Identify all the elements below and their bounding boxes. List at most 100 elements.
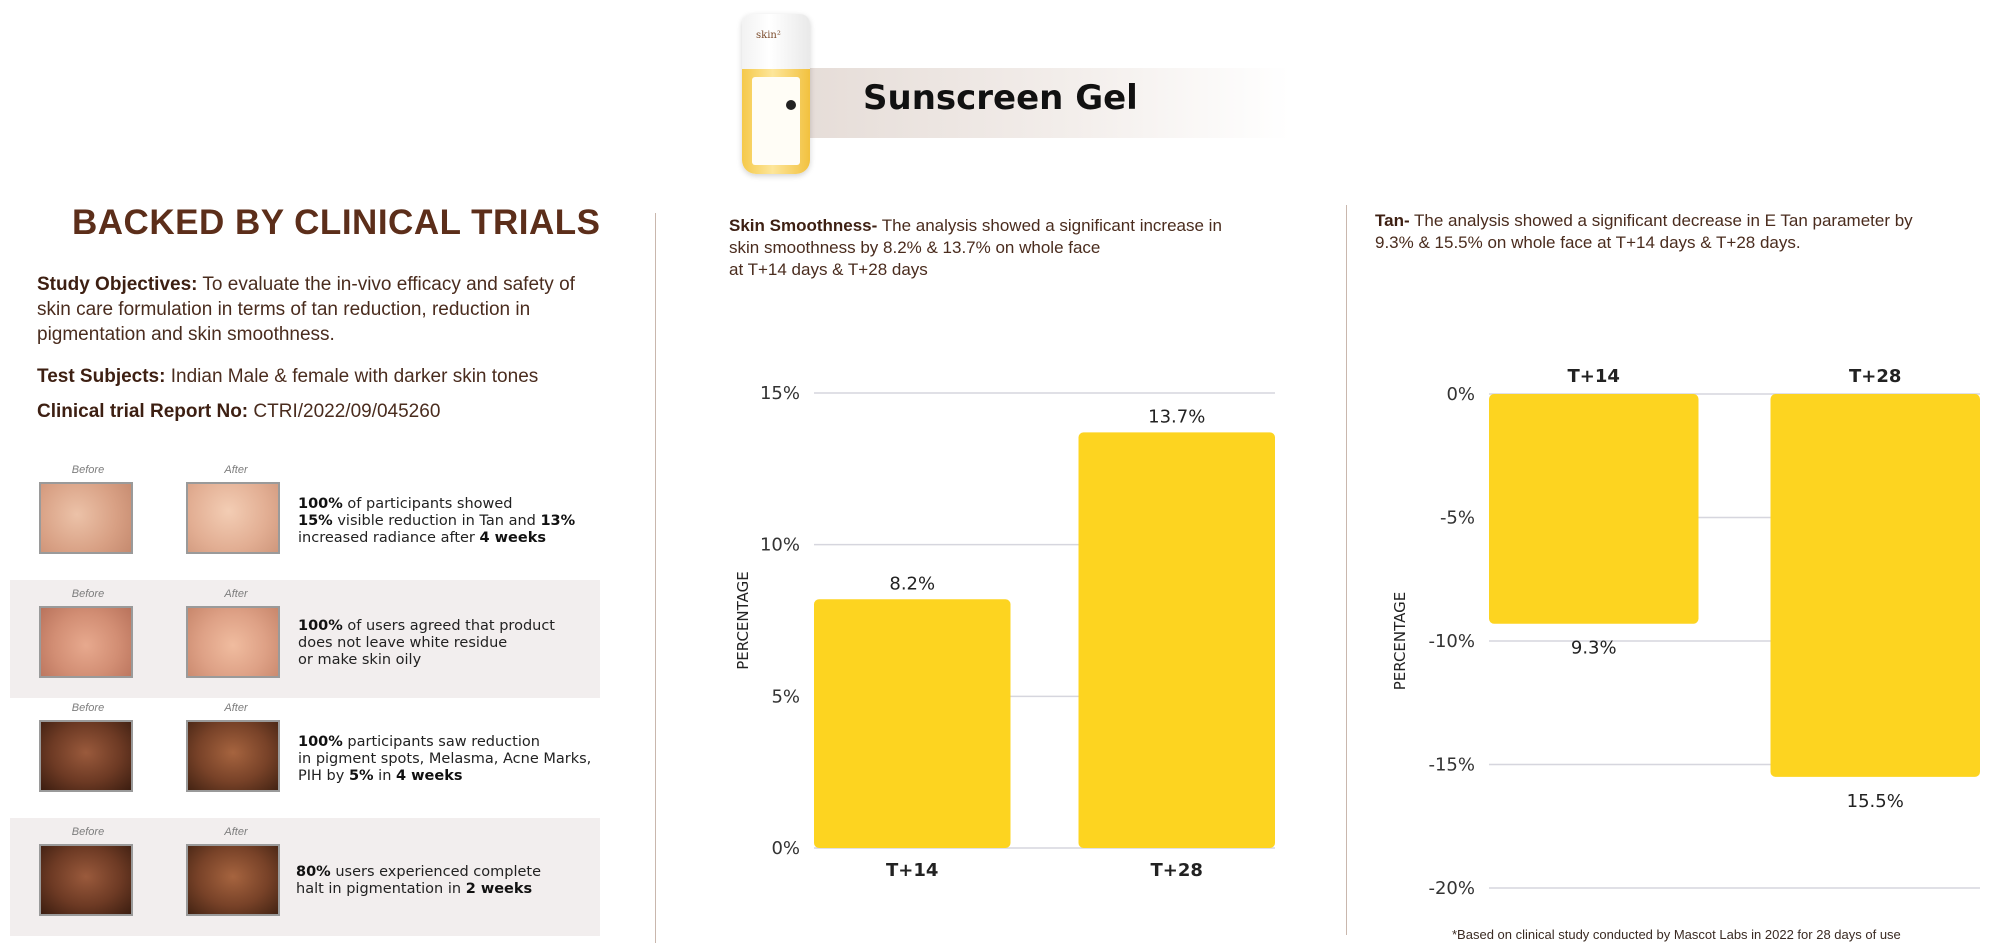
tan-bar-chart: 0% -5% -10% -15% -20% PERCENTAGE 9.3% T+14 15.5%… (1391, 366, 1980, 899)
after-label: After (224, 702, 248, 714)
smoothness-desc-label: Skin Smoothness- (729, 216, 878, 235)
result-row: Before After 100% of users agreed that p… (10, 580, 600, 698)
y-axis-label: PERCENTAGE (1391, 592, 1409, 690)
y-tick-label: -15% (1428, 755, 1475, 776)
before-photo (39, 720, 133, 792)
before-label: Before (71, 826, 105, 838)
tan-desc-label: Tan- (1375, 211, 1410, 230)
report-label: Clinical trial Report No: (37, 401, 249, 422)
result-text: 100% participants saw reduction in pigme… (298, 734, 591, 785)
footnote: *Based on clinical study conducted by Ma… (1452, 927, 1901, 942)
stat-text: increased radiance after (298, 530, 480, 546)
subjects-text: Indian Male & female with darker skin to… (165, 366, 539, 387)
bar-t-14 (814, 599, 1011, 848)
bottle-label (742, 69, 810, 174)
data-label: 15.5% (1847, 791, 1904, 812)
before-label: Before (71, 588, 105, 600)
y-tick-label: 0% (1446, 384, 1475, 405)
panel-divider (655, 213, 656, 943)
product-title-band (810, 68, 1290, 138)
stat-bold: 100% (298, 618, 343, 634)
clinical-trials-panel: BACKED BY CLINICAL TRIALS Study Objectiv… (0, 0, 610, 949)
stat-text: users experienced complete (330, 864, 542, 880)
y-tick-label: -5% (1440, 508, 1475, 529)
tan-description: Tan- The analysis showed a significant d… (1375, 210, 1975, 254)
data-label: 13.7% (1148, 406, 1205, 427)
bottle-seal-icon (786, 100, 796, 110)
data-label: 8.2% (889, 573, 935, 594)
result-text: 100% of participants showed 15% visible … (298, 496, 575, 547)
product-bottle-image: skin² (742, 14, 810, 174)
objectives-text: To evaluate the in-vivo efficacy and saf… (37, 274, 575, 345)
stat-text: in pigment spots, Melasma, Acne Marks, (298, 751, 592, 767)
before-photo (39, 606, 133, 678)
before-photo (39, 482, 133, 554)
stat-text: does not leave white residue (298, 635, 508, 651)
stat-text: participants saw reduction (342, 734, 540, 750)
stat-bold: 4 weeks (396, 768, 463, 784)
result-row: Before After 100% participants saw reduc… (10, 700, 600, 818)
bar-t-28 (1770, 394, 1980, 777)
before-label: Before (71, 464, 105, 476)
stat-bold: 100% (298, 734, 343, 750)
after-photo (186, 720, 280, 792)
report-text: CTRI/2022/09/045260 (248, 401, 441, 422)
result-text: 100% of users agreed that product does n… (298, 618, 555, 669)
subjects-label: Test Subjects: (37, 366, 166, 387)
after-label: After (224, 464, 248, 476)
y-tick-label: -10% (1428, 631, 1475, 652)
before-photo (39, 844, 133, 916)
smoothness-desc-line: The analysis showed a significant increa… (877, 216, 1222, 235)
smoothness-bar-chart: 0% 5% 10% 15% PERCENTAGE 8.2% T+14 13.7% T+28 (734, 383, 1275, 881)
stat-text: PIH by (298, 768, 349, 784)
after-label: After (224, 588, 248, 600)
after-label: After (224, 826, 248, 838)
stat-text: of users agreed that product (342, 618, 555, 634)
panel-divider (1346, 205, 1347, 935)
stat-bold: 5% (348, 768, 374, 784)
y-tick-label: 5% (771, 686, 800, 707)
result-row: Before After 80% users experienced compl… (10, 818, 600, 936)
y-axis-label: PERCENTAGE (734, 571, 752, 669)
smoothness-desc-line: at T+14 days & T+28 days (729, 260, 928, 279)
stat-text: visible reduction in Tan and (332, 513, 541, 529)
product-title: Sunscreen Gel (863, 78, 1138, 118)
y-tick-label: 10% (760, 535, 800, 556)
smoothness-description: Skin Smoothness- The analysis showed a s… (729, 215, 1329, 281)
x-tick-label: T+28 (1151, 860, 1203, 881)
stat-bold: 13% (540, 513, 576, 529)
after-photo (186, 482, 280, 554)
test-subjects: Test Subjects: Indian Male & female with… (37, 364, 538, 389)
product-header: skin² Sunscreen Gel (730, 10, 1290, 180)
bottle-label-panel (752, 77, 800, 165)
stat-text: of participants showed (342, 496, 513, 512)
stat-bold: 4 weeks (479, 530, 546, 546)
x-tick-label: T+14 (1568, 366, 1620, 387)
stat-bold: 2 weeks (465, 881, 533, 897)
result-row: Before After 100% of participants showed… (10, 462, 600, 580)
stat-text: in (373, 768, 396, 784)
after-photo (186, 606, 280, 678)
bar-t-14 (1489, 394, 1699, 624)
result-text: 80% users experienced complete halt in p… (296, 864, 541, 898)
bottle-logo: skin² (756, 30, 781, 41)
x-tick-label: T+28 (1849, 366, 1901, 387)
stat-bold: 80% (296, 864, 331, 880)
smoothness-desc-line: skin smoothness by 8.2% & 13.7% on whole… (729, 238, 1101, 257)
before-label: Before (71, 702, 105, 714)
stat-bold: 100% (298, 496, 343, 512)
x-tick-label: T+14 (886, 860, 938, 881)
stat-bold: 15% (298, 513, 333, 529)
stat-text: halt in pigmentation in (296, 881, 466, 897)
study-objectives: Study Objectives: To evaluate the in-viv… (37, 272, 597, 347)
stat-text: or make skin oily (298, 652, 422, 668)
y-tick-label: -20% (1428, 878, 1475, 899)
page-title: BACKED BY CLINICAL TRIALS (72, 203, 601, 242)
after-photo (186, 844, 280, 916)
y-tick-label: 0% (771, 838, 800, 859)
data-label: 9.3% (1571, 638, 1617, 659)
report-number: Clinical trial Report No: CTRI/2022/09/0… (37, 399, 440, 424)
objectives-label: Study Objectives: (37, 274, 198, 295)
tan-desc-line: 9.3% & 15.5% on whole face at T+14 days … (1375, 233, 1801, 252)
tan-desc-line: The analysis showed a significant decrea… (1409, 211, 1913, 230)
